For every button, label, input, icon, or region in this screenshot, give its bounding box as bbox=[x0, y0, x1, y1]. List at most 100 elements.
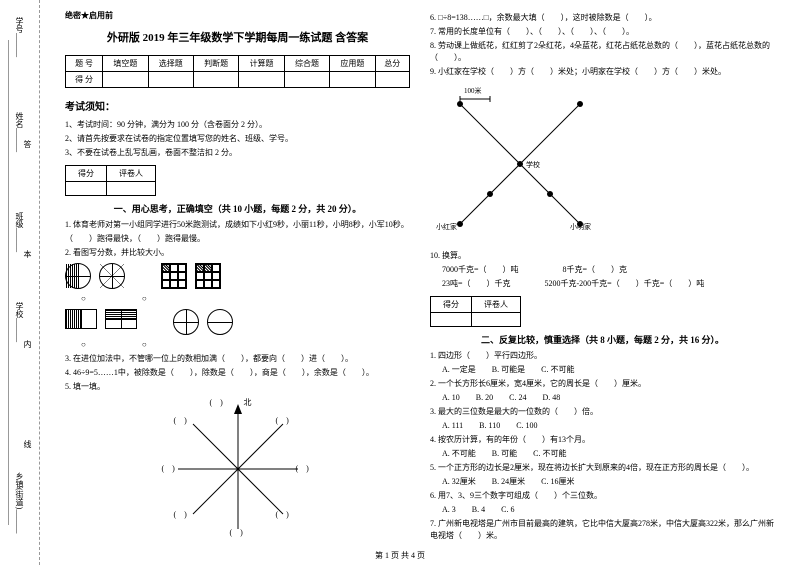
question-text: 3. 在进位加法中，不管哪一位上的数相加满（ ），都要向（ ）进（ ）。 bbox=[65, 353, 410, 365]
score-cell[interactable] bbox=[239, 72, 284, 88]
question-text: 8. 劳动课上做纸花，红红剪了2朵红花，4朵蓝花，红花占纸花总数的（ ），蓝花占… bbox=[430, 40, 775, 64]
exam-title: 外研版 2019 年三年级数学下学期每周一练试题 含答案 bbox=[65, 29, 410, 45]
compass-slot[interactable]: ( ) bbox=[174, 509, 187, 520]
fraction-square-icon bbox=[161, 263, 187, 289]
diagram-distance: 100米 bbox=[464, 86, 482, 96]
mc-question: 4. 按农历计算，有的年份（ ）有13个月。 bbox=[430, 434, 775, 446]
mc-options[interactable]: A. 10 B. 20 C. 24 D. 48 bbox=[430, 392, 775, 404]
score-cell: 得 分 bbox=[66, 72, 103, 88]
compare-slot[interactable]: ○ ○ bbox=[65, 339, 410, 351]
table-row: 得 分 bbox=[66, 72, 410, 88]
header-cell: 判断题 bbox=[193, 56, 238, 72]
mc-options[interactable]: A. 3 B. 4 C. 6 bbox=[430, 504, 775, 516]
score-cell[interactable] bbox=[193, 72, 238, 88]
question-text: 6. □÷8=138……□，余数最大填（ ），这时被除数是（ ）。 bbox=[430, 12, 775, 24]
compass-diagram: 北 ( ) ( ) ( ) ( ) ( ) ( ) ( ) ( ) bbox=[168, 399, 308, 539]
question-row: 23吨=（ ）千克 5200千克-200千克=（ ）千克=（ ）吨 bbox=[430, 278, 775, 290]
mc-question: 2. 一个长方形长6厘米，宽4厘米，它的周长是（ ）厘米。 bbox=[430, 378, 775, 390]
compass-north: 北 bbox=[244, 397, 252, 408]
fraction-square-icon bbox=[195, 263, 221, 289]
question-text: 9. 小红家在学校（ ）方（ ）米处；小明家在学校（ ）方（ ）米处。 bbox=[430, 66, 775, 78]
fraction-circle-icon bbox=[65, 263, 91, 289]
unit-convert: 7000千克=（ ）吨 bbox=[442, 265, 519, 274]
mc-question: 1. 四边形（ ）平行四边形。 bbox=[430, 350, 775, 362]
grader-table: 得分评卷人 bbox=[430, 296, 521, 327]
question-text: 10. 换算。 bbox=[430, 250, 775, 262]
compare-slot[interactable]: ○ ○ bbox=[65, 293, 410, 305]
diagram-xm: 小明家 bbox=[570, 222, 591, 232]
sep-text: 内 bbox=[22, 340, 33, 348]
secret-label: 绝密★启用前 bbox=[65, 10, 410, 21]
question-text: （ ）跑得最快，（ ）跑得最慢。 bbox=[65, 233, 410, 245]
header-cell: 计算题 bbox=[239, 56, 284, 72]
notice-item: 2、请首先按要求在试卷的指定位置填写您的姓名、班级、学号。 bbox=[65, 133, 410, 144]
mini-cell: 评卷人 bbox=[107, 165, 156, 181]
sep-text: 答 bbox=[22, 140, 33, 148]
compass-slot[interactable]: ( ) bbox=[210, 397, 223, 408]
fraction-shapes-row bbox=[65, 309, 410, 335]
score-cell[interactable] bbox=[375, 72, 409, 88]
compass-slot[interactable]: ( ) bbox=[276, 509, 289, 520]
unit-convert: 23吨=（ ）千克 bbox=[442, 279, 511, 288]
table-row: 题 号 填空题 选择题 判断题 计算题 综合题 应用题 总分 bbox=[66, 56, 410, 72]
margin-label: 乡镇(街道)______ bbox=[12, 470, 27, 535]
compass-slot[interactable]: ( ) bbox=[162, 463, 175, 474]
mc-options[interactable]: A. 32厘米 B. 24厘米 C. 16厘米 bbox=[430, 476, 775, 488]
mini-cell[interactable] bbox=[431, 313, 472, 327]
fraction-circle-icon bbox=[207, 309, 233, 335]
header-cell: 填空题 bbox=[103, 56, 148, 72]
question-row: 7000千克=（ ）吨 8千克=（ ）克 bbox=[430, 264, 775, 276]
header-cell: 应用题 bbox=[330, 56, 375, 72]
sep-text: 本 bbox=[22, 250, 33, 258]
section-heading: 一、用心思考，正确填空（共 10 小题，每题 2 分，共 20 分）。 bbox=[65, 202, 410, 215]
mini-cell: 得分 bbox=[66, 165, 107, 181]
fraction-circle-icon bbox=[99, 263, 125, 289]
header-cell: 综合题 bbox=[284, 56, 329, 72]
fraction-shapes-row bbox=[65, 263, 410, 289]
grader-table: 得分评卷人 bbox=[65, 165, 156, 196]
score-cell[interactable] bbox=[330, 72, 375, 88]
score-cell[interactable] bbox=[284, 72, 329, 88]
binding-margin: 学号______ 姓名______ 班级______ 学校______ 乡镇(街… bbox=[0, 0, 40, 565]
question-text: 2. 看图写分数，并比较大小。 bbox=[65, 247, 410, 259]
question-text: 1. 体育老师对第一小组同学进行50米跑测试，成绩如下小红9秒，小丽11秒，小明… bbox=[65, 219, 410, 231]
mini-cell[interactable] bbox=[472, 313, 521, 327]
unit-convert: 5200千克-200千克=（ ）千克=（ ）吨 bbox=[545, 279, 705, 288]
mc-question: 6. 用7、3、9三个数字可组成（ ）个三位数。 bbox=[430, 490, 775, 502]
mini-cell: 评卷人 bbox=[472, 297, 521, 313]
question-text: 4. 46÷9=5……1中，被除数是（ ），除数是（ ），商是（ ），余数是（ … bbox=[65, 367, 410, 379]
compass-slot[interactable]: ( ) bbox=[296, 463, 309, 474]
mc-options[interactable]: A. 一定是 B. 可能是 C. 不可能 bbox=[430, 364, 775, 376]
unit-convert: 8千克=（ ）克 bbox=[563, 265, 628, 274]
notice-heading: 考试须知： bbox=[65, 98, 410, 113]
fraction-rect-icon bbox=[105, 309, 137, 329]
location-diagram: 100米 学校 小红家 小明家 bbox=[430, 84, 610, 244]
notice-item: 1、考试时间：90 分钟，满分为 100 分（含卷面分 2 分）。 bbox=[65, 119, 410, 130]
compass-slot[interactable]: ( ) bbox=[174, 415, 187, 426]
mc-options[interactable]: A. 111 B. 110 C. 100 bbox=[430, 420, 775, 432]
mini-cell[interactable] bbox=[107, 181, 156, 195]
compass-slot[interactable]: ( ) bbox=[276, 415, 289, 426]
mini-cell[interactable] bbox=[66, 181, 107, 195]
page-footer: 第 1 页 共 4 页 bbox=[0, 550, 800, 561]
score-cell[interactable] bbox=[148, 72, 193, 88]
mini-cell: 得分 bbox=[431, 297, 472, 313]
score-cell[interactable] bbox=[103, 72, 148, 88]
mc-options[interactable]: A. 不可能 B. 可能 C. 不可能 bbox=[430, 448, 775, 460]
question-text: 7. 常用的长度单位有（ ）、（ ）、（ ）、（ ）。 bbox=[430, 26, 775, 38]
mc-question: 5. 一个正方形的边长是2厘米，现在将边长扩大到原来的4倍，现在正方形的周长是（… bbox=[430, 462, 775, 474]
right-column: 6. □÷8=138……□，余数最大填（ ），这时被除数是（ ）。 7. 常用的… bbox=[420, 10, 785, 555]
margin-label: 班级______ bbox=[12, 210, 27, 254]
margin-label: 学号______ bbox=[12, 15, 27, 59]
mc-question: 3. 最大的三位数是最大的一位数的（ ）倍。 bbox=[430, 406, 775, 418]
compass-slot[interactable]: ( ) bbox=[230, 527, 243, 538]
header-cell: 题 号 bbox=[66, 56, 103, 72]
sep-text: 线 bbox=[22, 440, 33, 448]
section-heading: 二、反复比较，慎重选择（共 8 小题，每题 2 分，共 16 分）。 bbox=[430, 333, 775, 346]
question-text: 5. 填一填。 bbox=[65, 381, 410, 393]
header-cell: 总分 bbox=[375, 56, 409, 72]
fraction-rect-icon bbox=[65, 309, 97, 329]
score-table: 题 号 填空题 选择题 判断题 计算题 综合题 应用题 总分 得 分 bbox=[65, 55, 410, 88]
notice-item: 3、不要在试卷上乱写乱画，卷面不整洁扣 2 分。 bbox=[65, 147, 410, 158]
fraction-circle-icon bbox=[173, 309, 199, 335]
